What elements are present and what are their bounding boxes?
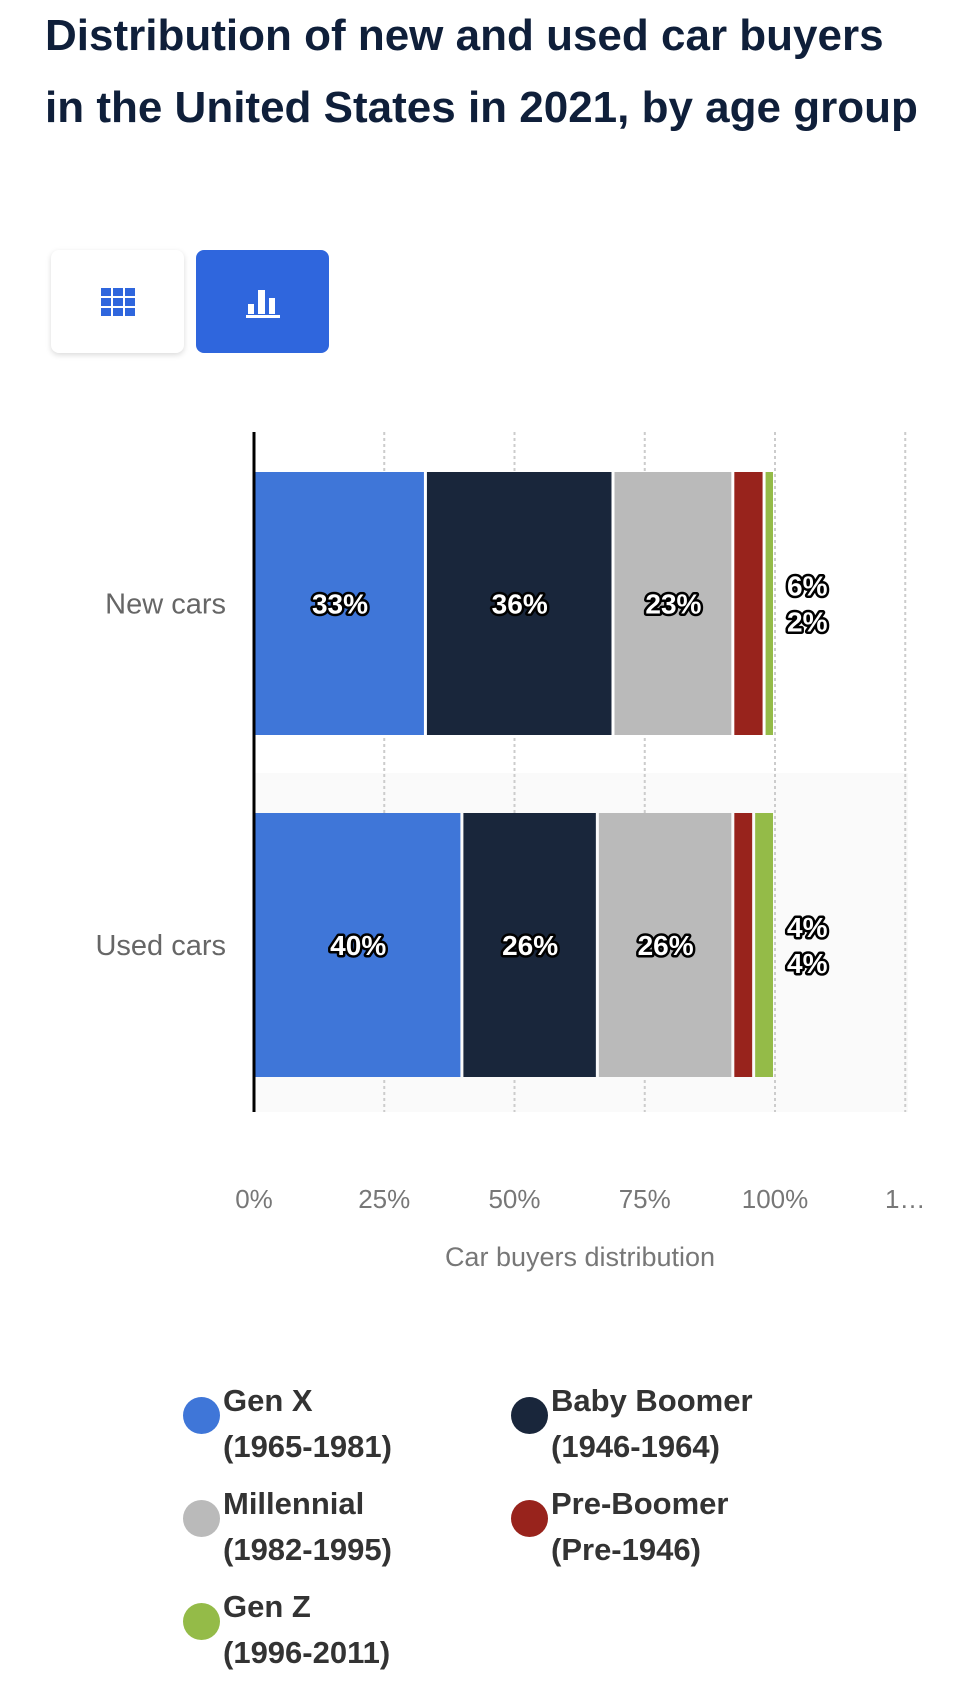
bar-segment xyxy=(463,813,596,1077)
legend-item-millennial[interactable]: Millennial (1982-1995) xyxy=(183,1486,392,1567)
legend-name: Gen Z xyxy=(223,1589,311,1624)
grid-icon xyxy=(100,287,135,316)
bar-segment xyxy=(255,472,424,735)
legend-label: Gen X (1965-1981) xyxy=(223,1378,392,1470)
data-label: 4% xyxy=(787,948,828,979)
legend-item-gen-x[interactable]: Gen X (1965-1981) xyxy=(183,1383,392,1464)
data-label: 40% xyxy=(330,930,386,961)
bar-segment xyxy=(255,813,461,1077)
legend-years: (1996-2011) xyxy=(223,1635,391,1670)
legend-label: Gen Z (1996-2011) xyxy=(223,1584,390,1676)
legend-dot-icon xyxy=(511,1500,548,1537)
legend-years: (1965-1981) xyxy=(223,1429,392,1464)
x-tick-label: 50% xyxy=(488,1184,540,1214)
data-label: 33% xyxy=(312,589,368,620)
data-label: 4% xyxy=(787,912,828,943)
legend-item-pre-boomer[interactable]: Pre-Boomer (Pre-1946) xyxy=(511,1486,728,1567)
data-label: 6% xyxy=(787,571,828,602)
category-label: New cars xyxy=(105,589,226,621)
legend-years: (Pre-1946) xyxy=(551,1532,701,1567)
legend-years: (1982-1995) xyxy=(223,1532,392,1567)
data-label: 23% xyxy=(645,589,701,620)
legend-years: (1946-1964) xyxy=(551,1429,720,1464)
chart-view-button[interactable] xyxy=(196,250,329,353)
data-label: 2% xyxy=(787,607,828,638)
bar-segment xyxy=(734,813,753,1077)
x-tick-label: 0% xyxy=(235,1184,273,1214)
legend-dot-icon xyxy=(511,1397,548,1434)
x-tick-label: 1… xyxy=(885,1184,925,1214)
data-label: 36% xyxy=(492,589,548,620)
bar-segment xyxy=(426,472,612,735)
x-tick-label: 75% xyxy=(619,1184,671,1214)
stacked-bar-chart: 0% 25% 50% 75% 100% 1… Car buyers distribution… xyxy=(95,432,925,1272)
legend-label: Baby Boomer (1946-1964) xyxy=(551,1378,753,1470)
legend-name: Pre-Boomer xyxy=(551,1486,729,1521)
chart-title: Distribution of new and used car buyers … xyxy=(45,11,918,132)
bar-segment xyxy=(598,813,732,1077)
table-view-button[interactable] xyxy=(51,250,184,353)
x-tick-label: 100% xyxy=(742,1184,809,1214)
legend-dot-icon xyxy=(183,1500,220,1537)
legend-item-baby-boomer[interactable]: Baby Boomer (1946-1964) xyxy=(511,1383,753,1464)
category-label: Used cars xyxy=(95,930,226,962)
x-axis-label: Car buyers distribution xyxy=(445,1242,715,1272)
bar-chart-icon xyxy=(245,289,280,318)
data-label: 26% xyxy=(638,930,694,961)
bar-segment xyxy=(734,472,763,735)
data-label: 26% xyxy=(502,930,558,961)
legend-dot-icon xyxy=(183,1397,220,1434)
legend-name: Gen X xyxy=(223,1383,313,1418)
legend-label: Pre-Boomer (Pre-1946) xyxy=(551,1481,728,1573)
bar-segment xyxy=(614,472,732,735)
legend-name: Millennial xyxy=(223,1486,365,1521)
bar-segment xyxy=(765,472,773,735)
legend-item-gen-z[interactable]: Gen Z (1996-2011) xyxy=(183,1589,390,1670)
legend-dot-icon xyxy=(183,1603,220,1640)
legend-label: Millennial (1982-1995) xyxy=(223,1481,392,1573)
x-tick-label: 25% xyxy=(358,1184,410,1214)
legend-name: Baby Boomer xyxy=(551,1383,753,1418)
bar-segment xyxy=(755,813,773,1077)
